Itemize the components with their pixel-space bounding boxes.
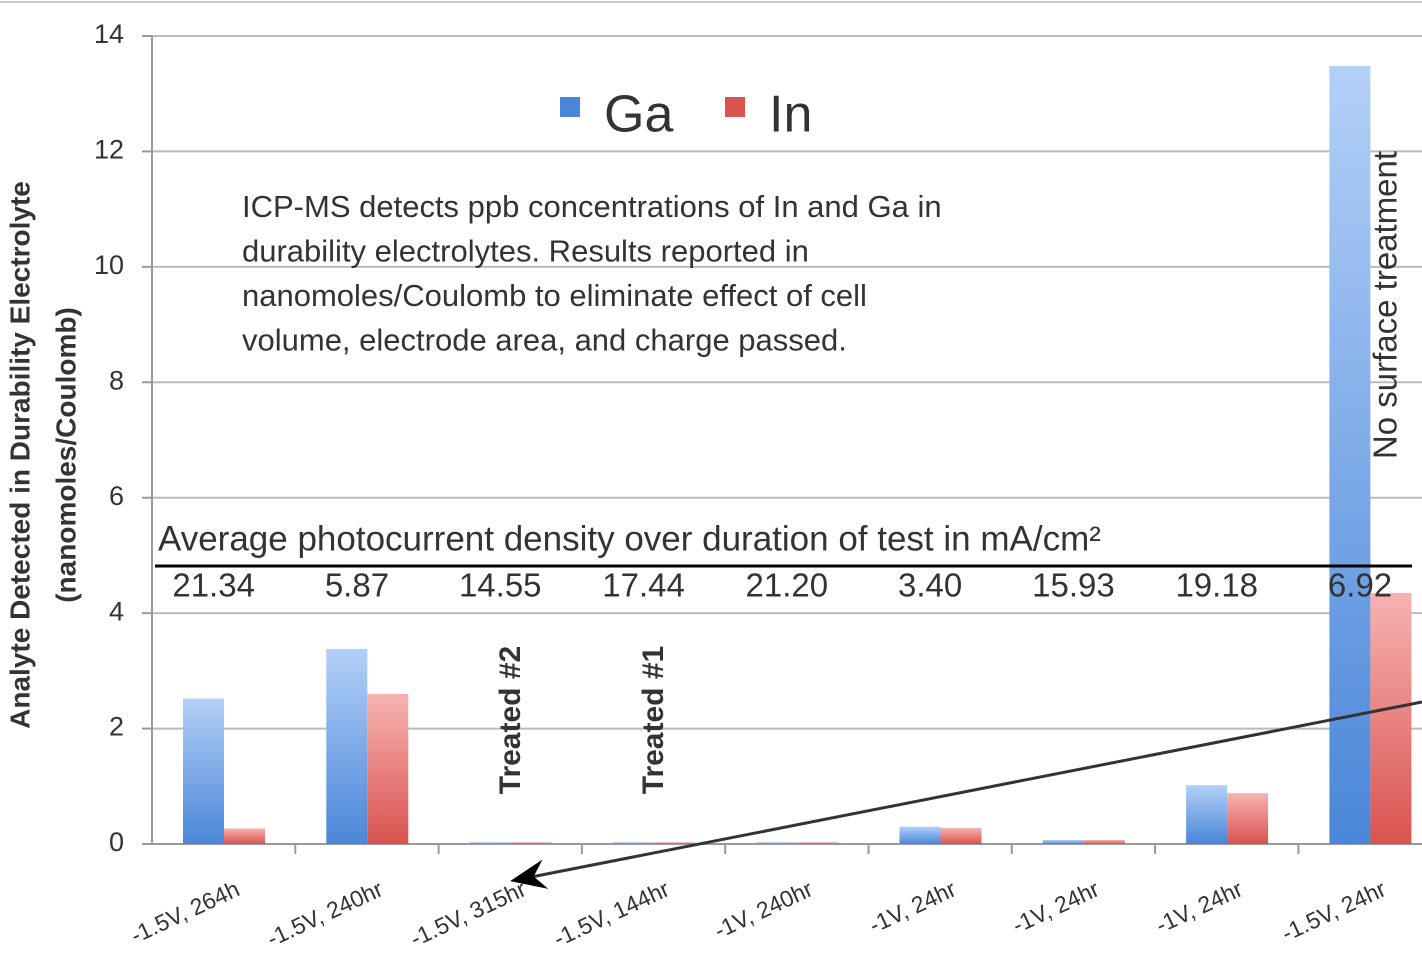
x-tick-label: -1V, 240hr bbox=[710, 875, 817, 943]
bar bbox=[183, 698, 224, 844]
annotation: durability electrolytes. Results reporte… bbox=[242, 234, 809, 269]
bar bbox=[612, 842, 654, 844]
arrow bbox=[510, 700, 1422, 889]
annotation: 5.87 bbox=[325, 567, 389, 604]
bar bbox=[940, 827, 982, 844]
annotation: volume, electrode area, and charge passe… bbox=[242, 323, 847, 358]
y-tick-label: 4 bbox=[109, 596, 124, 626]
bar bbox=[653, 842, 695, 844]
x-tick-label: -1.5V, 315hr bbox=[406, 875, 530, 951]
x-tick-label: -1V, 24hr bbox=[865, 875, 960, 938]
bar bbox=[1329, 66, 1371, 845]
y-tick-label: 0 bbox=[109, 827, 124, 857]
y-tick-label: 6 bbox=[109, 481, 124, 511]
annotation: ICP-MS detects ppb concentrations of In … bbox=[242, 189, 942, 224]
y-tick-label: 12 bbox=[94, 135, 124, 165]
annotation: 17.44 bbox=[602, 567, 685, 604]
bar bbox=[510, 842, 552, 844]
legend-swatch bbox=[725, 97, 745, 117]
annotation: 3.40 bbox=[898, 567, 962, 604]
y-axis-label: (nanomoles/Coulomb) bbox=[50, 307, 81, 603]
y-tick-label: 14 bbox=[94, 19, 124, 49]
bar bbox=[1370, 592, 1412, 844]
x-tick-label: -1V, 24hr bbox=[1152, 875, 1247, 938]
bar bbox=[326, 648, 368, 844]
x-tick-label: -1.5V, 24hr bbox=[1278, 875, 1391, 946]
bar bbox=[1227, 793, 1269, 844]
x-tick-label: -1.5V, 264h bbox=[126, 875, 243, 948]
bar bbox=[899, 826, 941, 844]
legend-swatch bbox=[560, 97, 580, 117]
bar bbox=[797, 842, 839, 844]
x-tick-label: -1V, 24hr bbox=[1008, 875, 1103, 938]
annotation: Treated #2 bbox=[494, 646, 527, 794]
annotation: 19.18 bbox=[1175, 567, 1258, 604]
annotation: 15.93 bbox=[1032, 567, 1115, 604]
bar bbox=[224, 828, 265, 844]
annotation: No surface treatment bbox=[1367, 151, 1404, 459]
annotation: Average photocurrent density over durati… bbox=[158, 519, 1101, 558]
annotation: Treated #1 bbox=[637, 646, 670, 794]
x-tick-label: -1.5V, 144hr bbox=[549, 875, 673, 951]
legend-label: Ga bbox=[604, 86, 673, 144]
y-tick-label: 8 bbox=[109, 365, 124, 395]
annotation: 21.20 bbox=[746, 567, 829, 604]
annotation: 14.55 bbox=[459, 567, 542, 604]
bar bbox=[1083, 839, 1125, 844]
bar bbox=[1186, 785, 1228, 844]
x-tick-label: -1.5V, 240hr bbox=[263, 875, 387, 951]
annotation: 21.34 bbox=[172, 567, 255, 604]
annotation: nanomoles/Coulomb to eliminate effect of… bbox=[242, 278, 867, 313]
bar bbox=[469, 842, 511, 844]
bar bbox=[367, 693, 409, 844]
bar bbox=[756, 842, 798, 844]
legend-label: In bbox=[769, 86, 812, 144]
y-tick-label: 2 bbox=[109, 712, 124, 742]
y-tick-label: 10 bbox=[94, 250, 124, 280]
y-axis-label: Analyte Detected in Durability Electroly… bbox=[4, 181, 35, 729]
bar bbox=[1042, 839, 1084, 844]
annotation: 6.92 bbox=[1328, 567, 1392, 604]
